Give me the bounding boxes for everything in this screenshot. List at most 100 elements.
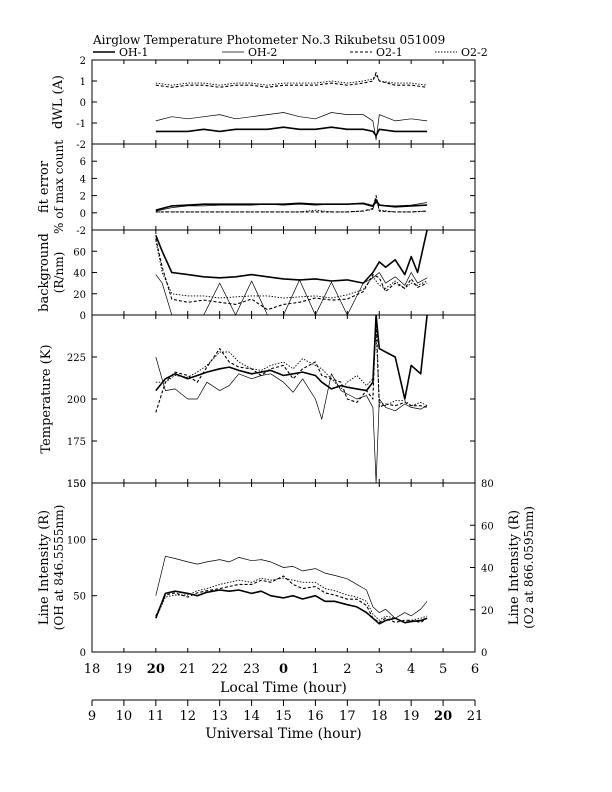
y-axis-label: background: [37, 233, 52, 312]
x-ut-tick-label: 20: [434, 709, 452, 724]
series-group: [155, 195, 428, 213]
y-tick-label: 4: [80, 174, 86, 185]
series-line-oh-1: [155, 230, 428, 284]
x-ut-tick-label: 17: [339, 709, 356, 724]
y-tick-label: 1: [80, 77, 86, 88]
series-line-o2-1: [155, 315, 428, 413]
series-line-o2-2: [155, 74, 428, 86]
series-line-o2-1: [155, 238, 428, 311]
x-local-tick-label: 0: [279, 662, 288, 677]
y-axis-label-2: % of max count: [52, 140, 66, 234]
y-tick-label: 60: [73, 247, 86, 258]
y-tick-label: -2: [76, 226, 86, 237]
y-tick-label: 175: [67, 437, 86, 448]
series-line-oh-1: [155, 589, 428, 625]
y-axis-label: fit error: [37, 160, 52, 213]
x-ut-tick-label: 9: [88, 709, 96, 724]
x-local-tick-label: 4: [407, 662, 415, 677]
x-ut-tick-label: 15: [275, 709, 292, 724]
y2-tick-label: 40: [481, 564, 494, 575]
panel-dWL: 2 1 0 -1 -2 dWL (A): [51, 56, 476, 151]
series-line-o2-1: [155, 195, 428, 213]
legend-label-oh-2: OH-2: [248, 46, 277, 59]
series-line-o2-1: [155, 72, 428, 88]
series-line-oh-2: [155, 112, 428, 141]
x-local-tick-label: 18: [84, 662, 101, 677]
x-ut-tick-label: 13: [211, 709, 228, 724]
x-ut-tick-label: 14: [243, 709, 260, 724]
series-line-oh-1: [155, 199, 428, 211]
x-ut-tick-label: 12: [179, 709, 196, 724]
y2-tick-label: 80: [481, 479, 494, 490]
series-line-oh-1: [155, 315, 428, 400]
y-tick-label: 225: [67, 353, 86, 364]
panel-background: 60 40 20 0 background (R/nm): [37, 229, 476, 322]
x-local-axis-label: Local Time (hour): [220, 680, 347, 696]
y-tick-label: 2: [80, 56, 86, 67]
y2-tick-label: 60: [481, 521, 494, 532]
y-tick-label: 0: [80, 648, 86, 659]
y-axis-label-2: (OH at 846.5555nm): [52, 505, 66, 631]
y-tick-label: 200: [67, 395, 86, 406]
y2-tick-label: 20: [481, 606, 494, 617]
series-line-oh-1: [155, 126, 428, 137]
legend: OH-1 OH-2 O2-1 O2-2: [93, 46, 488, 59]
panel-temperature: 225 200 175 150 Temperature (K): [39, 314, 476, 490]
y-tick-label: 6: [80, 157, 86, 168]
panel-frame: [91, 143, 476, 231]
x-local-tick-label: 5: [439, 662, 447, 677]
series-line-o2-2: [155, 240, 428, 299]
series-line-oh-2: [155, 202, 428, 212]
series-line-o2-1: [155, 575, 428, 623]
x-local-tick-label: 3: [375, 662, 383, 677]
y-tick-label: 0: [80, 209, 86, 220]
panel-fit-error: 6 4 2 0 -2 fit error% of max count: [37, 140, 476, 237]
y-tick-label: 40: [73, 269, 86, 280]
legend-label-oh-1: OH-1: [119, 46, 148, 59]
x-local-tick-label: 22: [211, 662, 228, 677]
y-tick-label: 20: [73, 290, 86, 301]
series-line-o2-2: [155, 577, 428, 623]
series-group: [155, 72, 428, 141]
y-tick-label: 150: [67, 479, 86, 490]
y-tick-label: -1: [76, 119, 86, 130]
x-local-tick-label: 20: [147, 662, 165, 677]
x-ut-tick-label: 16: [307, 709, 324, 724]
x-ut-axis-label: Universal Time (hour): [205, 726, 362, 742]
y2-tick-label: 0: [481, 648, 487, 659]
x-ut-tick-label: 18: [371, 709, 388, 724]
y2-axis-label: Line Intensity (R): [507, 510, 522, 625]
legend-label-o2-2: O2-2: [461, 46, 488, 59]
y-tick-label: 2: [80, 192, 86, 203]
x-ut-tick-label: 19: [403, 709, 420, 724]
y-axis-label: Line Intensity (R): [37, 510, 52, 625]
series-line-oh-2: [155, 555, 428, 619]
y-tick-label: 0: [80, 311, 86, 322]
y-tick-label: 150: [67, 479, 86, 490]
series-group: [155, 230, 428, 315]
x-local-tick-label: 19: [116, 662, 133, 677]
series-group: [155, 315, 428, 483]
y-axis-label: Temperature (K): [39, 344, 54, 453]
x-ut-tick-label: 11: [148, 709, 165, 724]
x-local-tick-label: 6: [471, 662, 479, 677]
series-line-oh-2: [155, 356, 428, 483]
y-tick-label: 0: [80, 98, 86, 109]
y-tick-label: -2: [76, 140, 86, 151]
legend-label-o2-1: O2-1: [376, 46, 403, 59]
x-ut-tick-label: 10: [116, 709, 133, 724]
series-line-o2-2: [155, 331, 428, 407]
y2-axis-label-2: (O2 at 866.0595nm): [522, 506, 536, 629]
x-ut-tick-label: 21: [467, 709, 484, 724]
y-tick-label: 50: [73, 592, 86, 603]
x-local-tick-label: 2: [343, 662, 351, 677]
x-local-tick-label: 23: [243, 662, 260, 677]
series-group: [155, 555, 428, 625]
chart-title: Airglow Temperature Photometer No.3 Riku…: [92, 33, 445, 47]
series-line-o2-2: [155, 198, 428, 213]
x-local-tick-label: 1: [311, 662, 319, 677]
